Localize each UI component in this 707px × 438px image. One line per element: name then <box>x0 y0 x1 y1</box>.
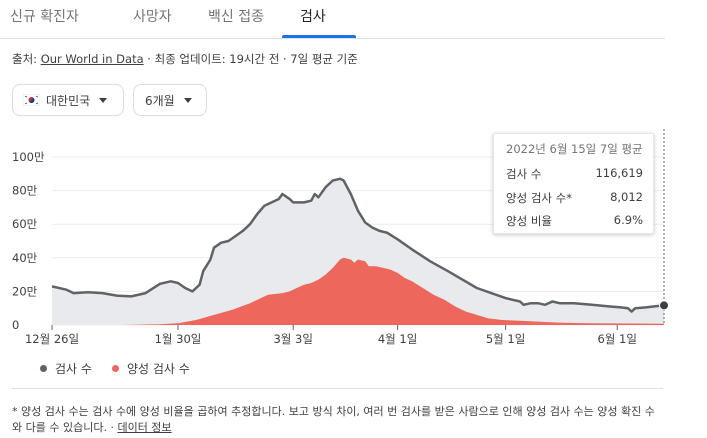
tab-deaths[interactable]: 사망자 <box>133 9 172 25</box>
x-tick-label: 3월 3일 <box>273 332 312 346</box>
tooltip-row-positive: 양성 검사 수* 8,012 <box>506 190 643 206</box>
hover-point-marker <box>659 300 669 311</box>
tooltip-label: 양성 검사 수* <box>506 191 572 205</box>
tab-testing[interactable]: 검사 <box>300 9 326 25</box>
active-tab-indicator <box>282 35 356 38</box>
tooltip-row-tests: 검사 수 116,619 <box>506 166 643 182</box>
divider <box>12 388 663 389</box>
chevron-down-icon <box>99 97 108 103</box>
y-tick-label: 20만 <box>12 284 38 298</box>
tests-line <box>51 177 665 313</box>
x-tick-label: 1월 30일 <box>155 332 202 346</box>
tooltip-value: 6.9% <box>613 213 643 227</box>
period-label: 6개월 <box>145 93 175 108</box>
country-dropdown[interactable]: 대한민국 <box>12 84 124 116</box>
footnote-separator: · <box>110 421 118 434</box>
tooltip-row-positivity: 양성 비율 6.9% <box>506 213 643 229</box>
legend-tests: 검사 수 <box>40 360 92 377</box>
footnote-text: * 양성 검사 수는 검사 수에 양성 비율을 곱하여 추정합니다. 보고 방식… <box>12 405 655 434</box>
y-tick-label: 60만 <box>12 217 38 231</box>
x-tick-label: 12월 26일 <box>25 332 79 346</box>
south-korea-flag-icon <box>23 94 40 106</box>
legend-label: 양성 검사 수 <box>127 362 190 376</box>
x-tick-label: 6월 1일 <box>597 332 636 346</box>
tooltip-value: 116,619 <box>595 166 643 180</box>
x-tick-label: 5월 1일 <box>486 332 525 346</box>
source-update: · 최종 업데이트: 19시간 전 · 7일 평균 기준 <box>147 52 358 66</box>
country-label: 대한민국 <box>46 93 91 108</box>
data-info-link[interactable]: 데이터 정보 <box>117 421 172 434</box>
y-tick-label: 80만 <box>12 184 38 198</box>
chart-tooltip: 2022년 6월 15일 7일 평균 검사 수 116,619 양성 검사 수*… <box>493 133 654 234</box>
y-tick-label: 40만 <box>12 251 38 265</box>
source-prefix: 출처: <box>12 52 38 66</box>
legend-swatch <box>40 365 47 372</box>
tests-area <box>52 178 664 325</box>
tooltip-value: 8,012 <box>610 190 643 204</box>
source-link[interactable]: Our World in Data <box>40 52 144 66</box>
y-tick-label: 0 <box>12 318 19 332</box>
footnote: * 양성 검사 수는 검사 수에 양성 비율을 곱하여 추정합니다. 보고 방식… <box>12 404 662 436</box>
legend-label: 검사 수 <box>55 362 92 376</box>
tab-bar: 신규 확진자 사망자 백신 접종 검사 <box>0 0 665 39</box>
tab-vaccinations[interactable]: 백신 접종 <box>208 9 264 25</box>
tab-new-cases[interactable]: 신규 확진자 <box>10 9 79 25</box>
source-line: 출처: Our World in Data · 최종 업데이트: 19시간 전 … <box>12 51 358 67</box>
chevron-down-icon <box>183 97 192 103</box>
tooltip-label: 검사 수 <box>506 167 542 181</box>
tooltip-title: 2022년 6월 15일 7일 평균 <box>506 142 643 156</box>
x-tick-label: 4월 1일 <box>378 332 417 346</box>
y-tick-label: 100만 <box>12 150 45 164</box>
period-dropdown[interactable]: 6개월 <box>133 84 207 116</box>
legend-positive: 양성 검사 수 <box>112 360 190 377</box>
legend-swatch <box>112 365 119 372</box>
tooltip-label: 양성 비율 <box>506 214 552 228</box>
positive-tests-area <box>52 257 664 325</box>
